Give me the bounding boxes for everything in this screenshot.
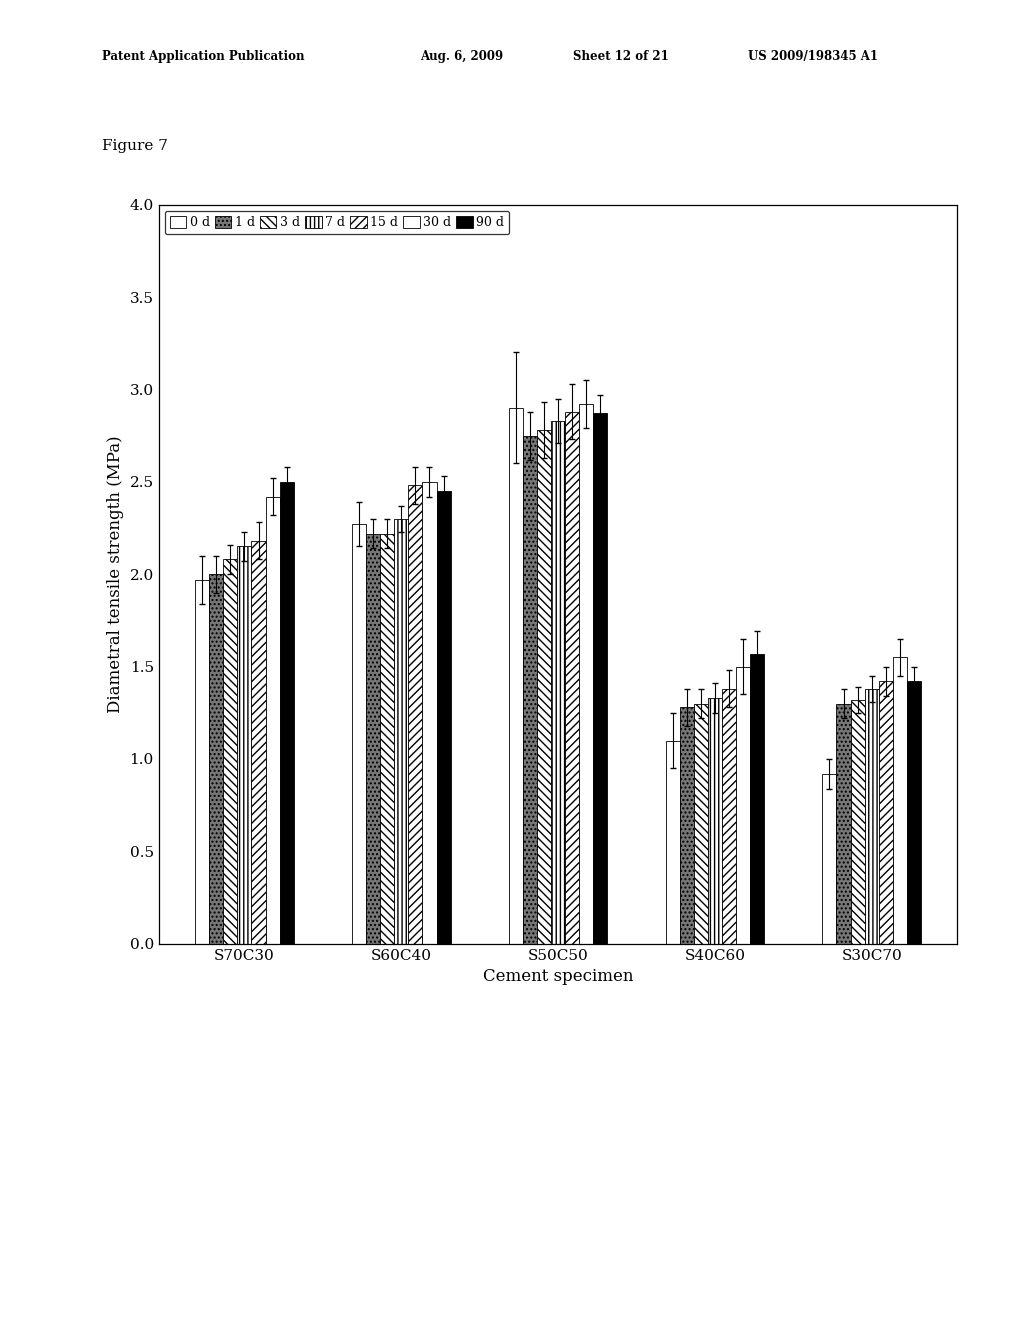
- Bar: [893, 657, 907, 944]
- Bar: [736, 667, 751, 944]
- Bar: [223, 560, 238, 944]
- Bar: [195, 579, 209, 944]
- Y-axis label: Diametral tensile strength (MPa): Diametral tensile strength (MPa): [108, 436, 124, 713]
- Legend: 0 d, 1 d, 3 d, 7 d, 15 d, 30 d, 90 d: 0 d, 1 d, 3 d, 7 d, 15 d, 30 d, 90 d: [165, 211, 510, 234]
- Bar: [580, 404, 593, 944]
- Bar: [722, 689, 736, 944]
- Bar: [864, 689, 879, 944]
- Bar: [551, 421, 565, 944]
- Bar: [851, 700, 864, 944]
- X-axis label: Cement specimen: Cement specimen: [483, 968, 633, 985]
- Bar: [209, 574, 223, 944]
- Bar: [537, 430, 551, 944]
- Bar: [565, 412, 580, 944]
- Bar: [252, 541, 265, 944]
- Text: US 2009/198345 A1: US 2009/198345 A1: [748, 50, 878, 63]
- Bar: [352, 524, 366, 944]
- Bar: [409, 486, 423, 944]
- Text: Patent Application Publication: Patent Application Publication: [102, 50, 305, 63]
- Bar: [436, 491, 451, 944]
- Bar: [666, 741, 680, 944]
- Bar: [280, 482, 294, 944]
- Bar: [907, 681, 922, 944]
- Bar: [879, 681, 893, 944]
- Text: Aug. 6, 2009: Aug. 6, 2009: [420, 50, 503, 63]
- Bar: [423, 482, 436, 944]
- Bar: [366, 533, 380, 944]
- Bar: [265, 496, 280, 944]
- Bar: [837, 704, 851, 944]
- Bar: [751, 653, 764, 944]
- Text: Sheet 12 of 21: Sheet 12 of 21: [573, 50, 670, 63]
- Bar: [523, 436, 537, 944]
- Bar: [708, 698, 722, 944]
- Bar: [593, 413, 607, 944]
- Bar: [509, 408, 523, 944]
- Bar: [822, 774, 837, 944]
- Bar: [680, 708, 693, 944]
- Bar: [693, 704, 708, 944]
- Text: Figure 7: Figure 7: [102, 139, 168, 153]
- Bar: [238, 546, 252, 944]
- Bar: [380, 533, 394, 944]
- Bar: [394, 519, 409, 944]
